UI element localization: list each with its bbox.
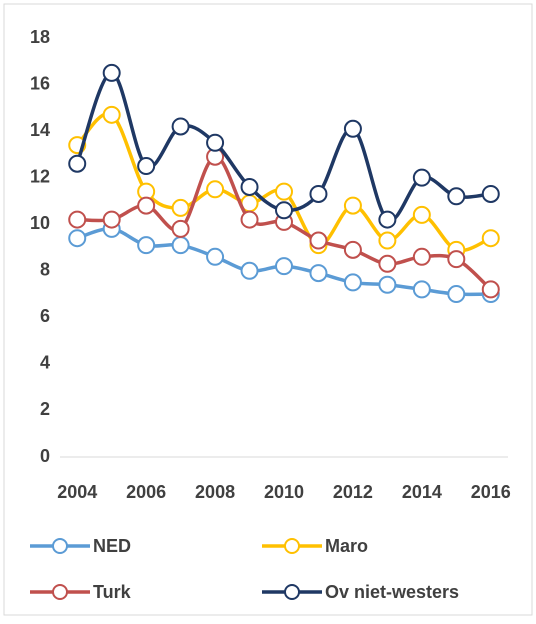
data-point — [171, 219, 190, 238]
data-point — [481, 280, 500, 299]
data-point — [412, 168, 431, 187]
data-point — [412, 247, 431, 266]
data-point — [240, 177, 259, 196]
data-point — [171, 236, 190, 255]
x-tick-label: 2010 — [264, 482, 304, 502]
data-point — [447, 250, 466, 269]
data-point — [343, 196, 362, 215]
data-point — [137, 157, 156, 176]
x-tick-label: 2008 — [195, 482, 235, 502]
data-point — [275, 257, 293, 276]
data-point — [171, 117, 190, 136]
data-point — [206, 247, 225, 266]
data-point — [171, 198, 190, 217]
x-tick-label: 2012 — [333, 482, 373, 502]
data-point — [240, 261, 259, 280]
y-tick-label: 18 — [30, 27, 50, 47]
data-point — [68, 210, 87, 229]
data-point — [343, 119, 362, 138]
data-point — [481, 184, 500, 203]
data-point — [102, 210, 121, 229]
y-tick-label: 6 — [40, 306, 50, 326]
legend-label: Turk — [93, 582, 132, 602]
legend-marker — [52, 584, 68, 600]
data-point — [378, 231, 397, 250]
x-tick-label: 2004 — [57, 482, 97, 502]
legend-marker — [284, 584, 300, 600]
y-tick-label: 2 — [40, 399, 50, 419]
y-tick-label: 14 — [30, 120, 50, 140]
data-point — [137, 196, 156, 215]
legend-marker — [284, 538, 300, 554]
data-point — [447, 187, 466, 206]
data-point — [378, 275, 397, 294]
data-point — [343, 273, 362, 292]
data-point — [275, 182, 293, 201]
y-tick-label: 16 — [30, 73, 50, 93]
data-point — [447, 285, 466, 304]
data-point — [309, 264, 328, 283]
data-point — [378, 210, 397, 229]
legend-label: Maro — [325, 536, 368, 556]
legend-marker — [52, 538, 68, 554]
y-tick-label: 12 — [30, 166, 50, 186]
data-point — [206, 180, 225, 199]
chart-border — [3, 3, 533, 616]
legend-label: Ov niet-westers — [325, 582, 459, 602]
data-point — [68, 154, 87, 173]
data-point — [68, 229, 87, 248]
data-point — [102, 63, 121, 82]
x-tick-label: 2016 — [471, 482, 511, 502]
data-point — [343, 240, 362, 259]
data-point — [240, 210, 259, 229]
y-tick-label: 4 — [40, 353, 50, 373]
y-tick-label: 0 — [40, 446, 50, 466]
data-point — [309, 231, 328, 250]
data-point — [137, 236, 156, 255]
data-point — [206, 133, 225, 152]
data-point — [309, 184, 328, 203]
y-tick-label: 10 — [30, 213, 50, 233]
data-point — [412, 205, 431, 224]
legend-label: NED — [93, 536, 131, 556]
data-point — [412, 280, 431, 299]
data-point — [378, 254, 397, 273]
data-point — [275, 201, 293, 220]
y-tick-label: 8 — [40, 260, 50, 280]
data-point — [481, 229, 500, 248]
x-tick-label: 2006 — [126, 482, 166, 502]
x-tick-label: 2014 — [402, 482, 442, 502]
data-point — [102, 105, 121, 124]
